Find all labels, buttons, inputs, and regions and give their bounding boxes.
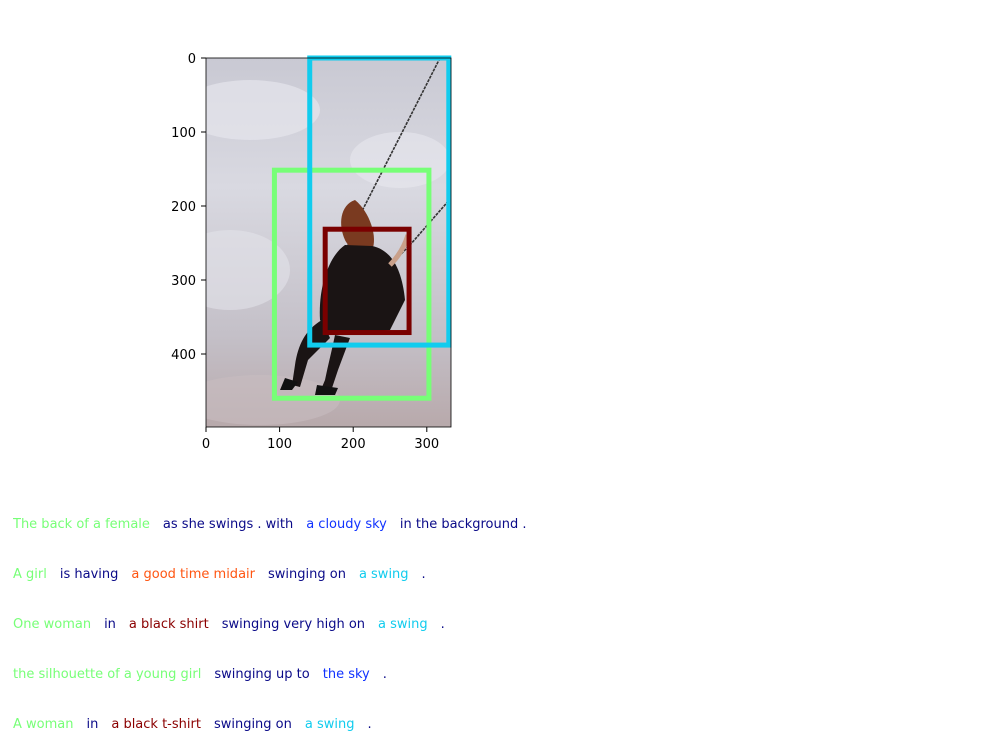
caption-phrase: .	[382, 667, 387, 682]
axes-frame	[205, 57, 452, 428]
caption-phrase: a black t-shirt	[111, 717, 201, 732]
caption-phrase: in the background .	[399, 517, 527, 532]
caption-phrase: One woman	[13, 617, 92, 632]
caption-line: the silhouette of a young girl swinging u…	[13, 667, 400, 687]
caption-phrase: swinging on	[268, 567, 346, 582]
person-box	[271, 167, 432, 401]
caption-phrase: swinging up to	[214, 667, 310, 682]
caption-line: One woman in a black shirt swinging very hi…	[13, 617, 458, 637]
caption-phrase: .	[440, 617, 445, 632]
x-axis: 0 100 200 300	[202, 427, 439, 452]
y-axis: 0 100 200 300 400	[171, 52, 206, 363]
caption-phrase: a cloudy sky	[306, 517, 387, 532]
caption-phrase: a black shirt	[128, 617, 209, 632]
caption-phrase: swinging on	[213, 717, 292, 732]
caption-phrase: in	[104, 617, 116, 632]
x-tick-label: 0	[202, 437, 210, 452]
caption-phrase: a swing	[358, 567, 409, 582]
caption-phrase: a good time midair	[131, 567, 255, 582]
caption-phrase: the silhouette of a young girl	[13, 667, 202, 682]
y-tick-label: 0	[188, 52, 196, 67]
caption-phrase: A girl	[13, 567, 47, 582]
x-tick-label: 200	[341, 437, 366, 452]
y-tick-label: 200	[171, 200, 196, 215]
y-tick-label: 100	[171, 126, 196, 141]
caption-line: The back of a female as she swings . with…	[13, 517, 539, 537]
caption-phrase: The back of a female	[13, 517, 150, 532]
caption-phrase: is having	[59, 567, 119, 582]
caption-phrase: a swing	[378, 617, 428, 632]
y-tick-label: 300	[171, 274, 196, 289]
caption-phrase: in	[86, 717, 99, 732]
caption-phrase: the sky	[322, 667, 370, 682]
caption-phrase: as she swings . with	[162, 517, 294, 532]
caption-phrase: .	[421, 567, 426, 582]
caption-line: A girl is having a good time midair swingin…	[13, 567, 439, 587]
caption-phrase: a swing	[304, 717, 355, 732]
caption-phrase: swinging very high on	[221, 617, 366, 632]
shirt-box	[322, 226, 412, 336]
x-tick-label: 100	[267, 437, 292, 452]
caption-phrase: A woman	[13, 717, 74, 732]
figure-plot: 0 100 200 300 0 100 200 300 400	[171, 52, 452, 452]
y-tick-label: 400	[171, 348, 196, 363]
caption-line: A woman in a black t-shirt swinging on a swi…	[13, 717, 385, 737]
caption-phrase: .	[367, 717, 372, 732]
x-tick-label: 300	[414, 437, 439, 452]
